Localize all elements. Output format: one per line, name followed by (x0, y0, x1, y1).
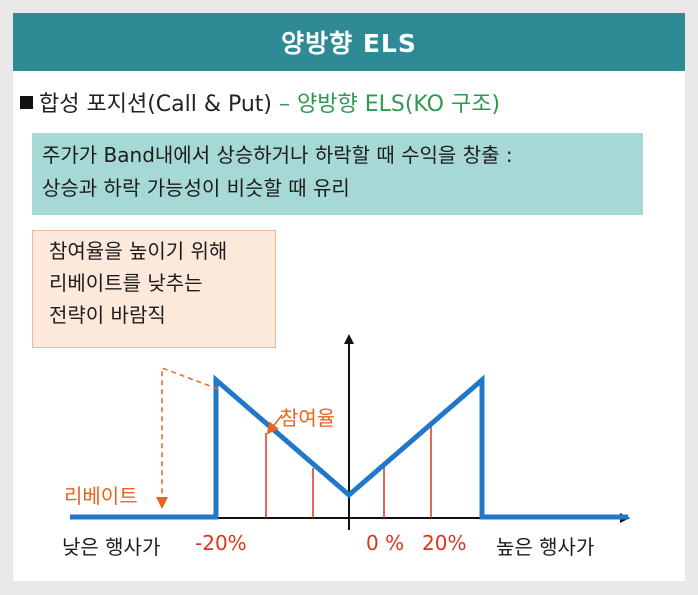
strategy-note-box: 참여율을 높이기 위해 리베이트를 낮추는 전략이 바람직 (32, 230, 276, 348)
tick-label-minus-20: -20% (195, 531, 247, 555)
x-axis-right-label: 높은 행사가 (496, 535, 595, 559)
participation-label: 참여율 (280, 406, 336, 430)
heading-main: 합성 포지션(Call & Put) (39, 92, 273, 117)
note-line-2: 리베이트를 낮추는 (49, 271, 203, 295)
description-line-1: 주가가 Band내에서 상승하거나 하락할 때 수익을 창출 : (42, 143, 513, 167)
participation-pointer-arrow (266, 414, 283, 435)
tick-label-0: 0 % (366, 531, 405, 555)
x-axis-left-label: 낮은 행사가 (62, 535, 161, 559)
rebate-pointer-arrow (156, 366, 219, 509)
square-bullet-icon (20, 96, 33, 109)
note-line-1: 참여율을 높이기 위해 (49, 239, 228, 263)
section-heading: 합성 포지션(Call & Put) – 양방향 ELS(KO 구조) (20, 86, 500, 118)
payoff-line (70, 374, 628, 520)
note-line-3: 전략이 바람직 (49, 303, 166, 327)
heading-accent: – 양방향 ELS(KO 구조) (272, 92, 501, 117)
description-box: 주가가 Band내에서 상승하거나 하락할 때 수익을 창출 : 상승과 하락 … (32, 133, 643, 215)
title-bar: 양방향 ELS (13, 13, 685, 71)
description-line-2: 상승과 하락 가능성이 비슷할 때 유리 (42, 176, 350, 200)
title: 양방향 ELS (281, 29, 417, 58)
tick-label-plus-20: 20% (422, 531, 467, 555)
rebate-label: 리베이트 (64, 484, 138, 508)
